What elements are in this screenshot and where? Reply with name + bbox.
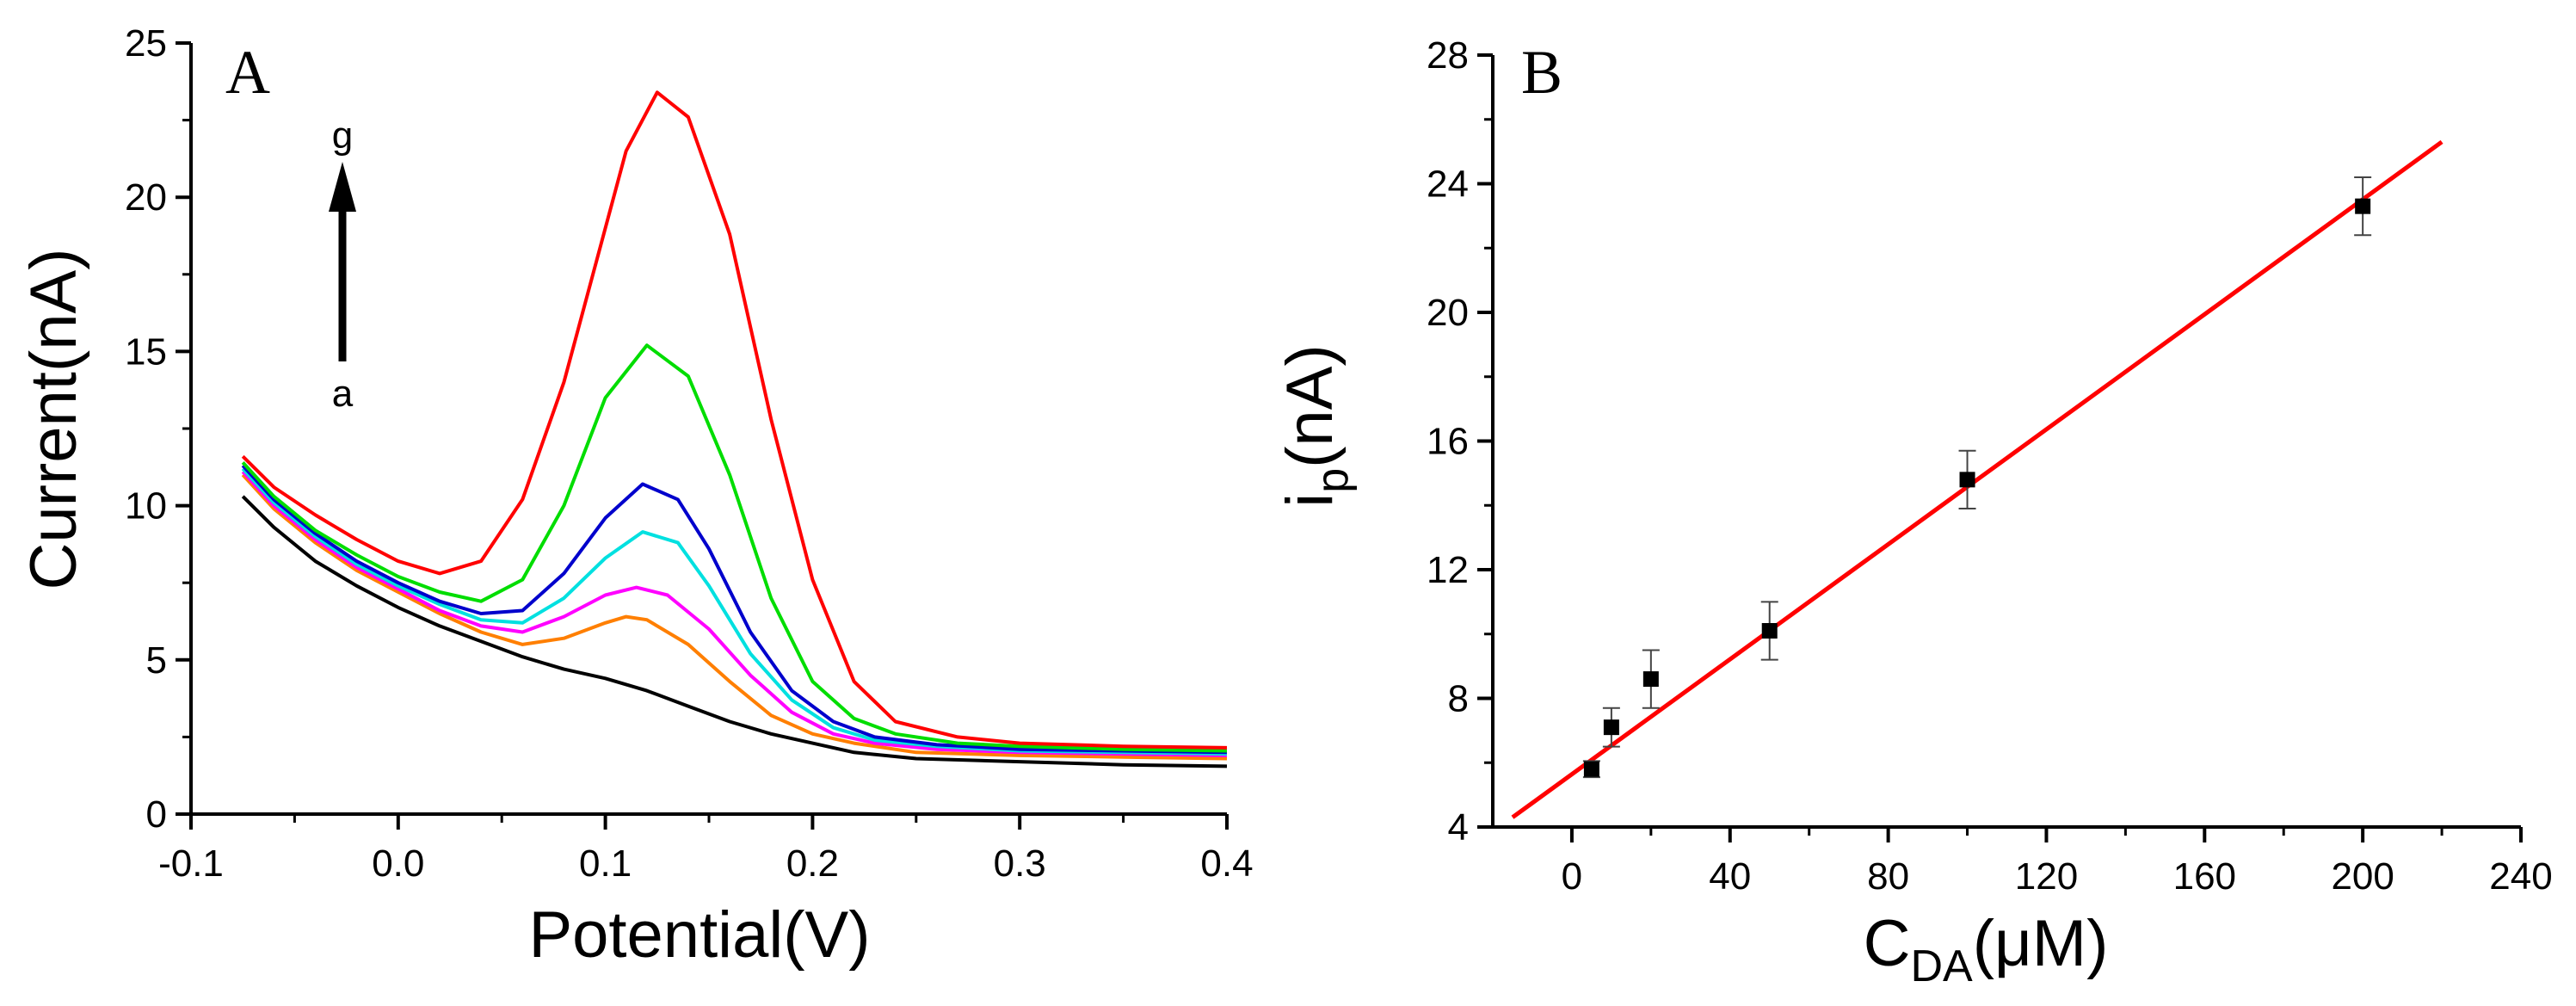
panel-b-y-tick-label: 20 (1427, 292, 1469, 334)
panel-a-y-tick-label: 25 (125, 22, 167, 65)
panel-b-x-tick-label: 160 (2173, 855, 2236, 898)
panel-a-y-tick-label: 15 (125, 330, 167, 373)
panel-b-y-tick-label: 24 (1427, 164, 1469, 206)
series-line-3 (241, 470, 1228, 757)
panel-a-y-axis-label: Current(nA) (17, 249, 90, 590)
panel-a-series-lines (241, 90, 1228, 768)
panel-b-x-tick-label: 200 (2331, 855, 2394, 898)
series-line-1 (241, 495, 1228, 768)
y-label-subscript: p (1308, 468, 1358, 493)
panel-b-fit-line (1511, 139, 2444, 819)
panel-b-y-tick-label: 4 (1448, 806, 1469, 849)
panel-a-x-axis-label: Potential(V) (528, 898, 870, 972)
panel-a-axes: -0.1 0.0 0.1 0.2 0.3 0.4 0 5 10 15 20 25 (125, 22, 1254, 885)
panel-a-y-tick-label: 10 (125, 485, 167, 528)
series-line-7 (241, 90, 1228, 750)
arrow-end-label: g (332, 114, 353, 157)
panel-a-x-tick-label: 0.3 (994, 842, 1046, 885)
panel-b-y-tick-label: 28 (1427, 34, 1469, 77)
panel-a-x-tick-label: -0.1 (158, 842, 224, 885)
panel-b-points (1582, 176, 2372, 779)
panel-a-y-tick-label: 5 (146, 639, 167, 682)
panel-a-y-tick-label: 20 (125, 176, 167, 219)
panel-b-y-tick-label: 8 (1448, 678, 1469, 720)
series-line-5 (241, 464, 1228, 755)
panel-b-x-tick-label: 240 (2489, 855, 2552, 898)
x-label-subscript: DA (1910, 941, 1973, 991)
y-label-unit: (nA) (1273, 344, 1347, 468)
panel-a-x-tick-label: 0.4 (1200, 842, 1253, 885)
trend-arrow-icon (329, 162, 356, 361)
series-line-6 (241, 343, 1228, 753)
panel-a-y-tick-label: 0 (146, 793, 167, 836)
panel-b-x-tick-label: 40 (1709, 855, 1751, 898)
x-label-main: C (1864, 907, 1911, 980)
panel-b-x-tick-label: 120 (2015, 855, 2078, 898)
panel-a-x-tick-label: 0.2 (786, 842, 839, 885)
series-line-4 (241, 467, 1228, 756)
data-point (1642, 671, 1659, 688)
arrow-start-label: a (332, 373, 354, 415)
series-line-2 (241, 473, 1228, 761)
y-label-main: i (1273, 493, 1347, 508)
data-point (1583, 761, 1599, 777)
panel-b-y-tick-label: 16 (1427, 421, 1469, 463)
panel-b-y-tick-label: 12 (1427, 549, 1469, 591)
data-point (1761, 623, 1778, 639)
panel-a-x-tick-label: 0.0 (372, 842, 424, 885)
data-point (2355, 198, 2371, 214)
panel-a: -0.1 0.0 0.1 0.2 0.3 0.4 0 5 10 15 20 25 A g a Pote… (17, 22, 1254, 972)
data-point (1959, 472, 1975, 488)
panel-b-x-axis-label: CDA(μM) (1864, 907, 2109, 991)
panel-b-axes: 0 40 80 120 160 200 240 4 8 12 16 20 24 28 (1427, 34, 2553, 898)
x-label-unit: (μM) (1973, 907, 2109, 980)
panel-b-y-axis-label: ip(nA) (1273, 344, 1358, 507)
panel-a-label: A (225, 38, 270, 107)
panel-a-x-tick-label: 0.1 (579, 842, 632, 885)
data-point (1603, 719, 1619, 736)
panel-b-label: B (1521, 38, 1562, 107)
panel-b-x-tick-label: 0 (1562, 855, 1582, 898)
fit-line (1511, 139, 2444, 819)
panel-b-x-tick-label: 80 (1867, 855, 1909, 898)
